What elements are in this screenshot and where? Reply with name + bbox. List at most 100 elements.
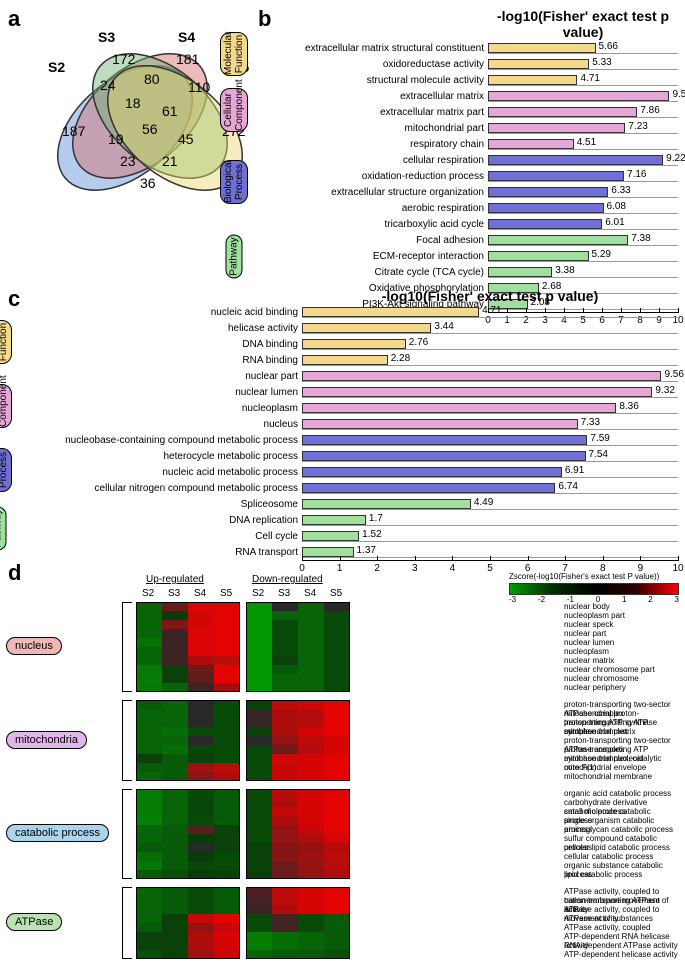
hm-cell	[214, 709, 240, 718]
chart-c: -log10(Fisher' exact test p value)nuclei…	[22, 288, 678, 578]
hm-cell	[246, 709, 272, 718]
hm-cell	[246, 905, 272, 914]
hm-term: nuclear periphery	[564, 683, 626, 692]
hm-cell	[188, 629, 214, 638]
bar-term: nucleobase-containing compound metabolic…	[22, 435, 302, 446]
hm-cell	[246, 816, 272, 825]
bar	[488, 123, 625, 133]
hm-term: cellular lipid catabolic process	[564, 843, 670, 852]
bar-term: cellular nitrogen compound metabolic pro…	[22, 483, 302, 494]
hm-term: RNA-dependent ATPase activity	[564, 941, 678, 950]
hm-cell	[162, 745, 188, 754]
hm-cell	[136, 638, 162, 647]
hm-cell	[272, 674, 298, 683]
hm-cell	[272, 611, 298, 620]
hm-term: nuclear chromosome	[564, 674, 639, 683]
hm-cell	[188, 905, 214, 914]
hm-cell	[324, 754, 350, 763]
hm-cell	[298, 674, 324, 683]
bar-term: extracellular structure organization	[258, 187, 488, 198]
hm-cell	[214, 763, 240, 772]
hm-cell	[136, 656, 162, 665]
hm-cell	[162, 896, 188, 905]
hm-cell	[324, 950, 350, 959]
hm-cell	[188, 674, 214, 683]
hm-cell	[246, 683, 272, 692]
hm-cell	[246, 950, 272, 959]
hm-cell	[298, 665, 324, 674]
hm-cell	[214, 656, 240, 665]
hm-cell	[188, 700, 214, 709]
bar-term: DNA replication	[22, 515, 302, 526]
group-pill: catabolic process	[6, 824, 109, 842]
bar-term: DNA binding	[22, 339, 302, 350]
hm-cell	[324, 763, 350, 772]
hm-cell	[272, 941, 298, 950]
hm-cell	[214, 914, 240, 923]
hm-cell	[188, 656, 214, 665]
hm-cell	[298, 905, 324, 914]
svg-text:19: 19	[108, 131, 124, 147]
hm-cell	[214, 683, 240, 692]
hm-cell	[188, 950, 214, 959]
hm-cell	[162, 789, 188, 798]
hm-cell	[324, 816, 350, 825]
hm-cell	[324, 647, 350, 656]
hm-cell	[298, 861, 324, 870]
hm-cell	[246, 656, 272, 665]
hm-cell	[324, 825, 350, 834]
hm-term: nucleoplasm part	[564, 611, 625, 620]
bar	[302, 467, 562, 477]
hm-cell	[324, 638, 350, 647]
hm-cell	[214, 861, 240, 870]
hm-cell	[298, 932, 324, 941]
hm-cell	[246, 896, 272, 905]
hm-cell	[298, 727, 324, 736]
hm-cell	[272, 825, 298, 834]
hm-cell	[246, 870, 272, 879]
hm-cell	[188, 727, 214, 736]
hm-cell	[324, 718, 350, 727]
hm-cell	[298, 896, 324, 905]
hm-cell	[272, 914, 298, 923]
hm-term: nuclear chromosome part	[564, 665, 655, 674]
hm-cell	[298, 816, 324, 825]
hm-cell	[324, 700, 350, 709]
hm-cell	[246, 674, 272, 683]
hm-cell	[136, 870, 162, 879]
bar-term: structural molecule activity	[258, 75, 488, 86]
hm-cell	[162, 807, 188, 816]
hm-cell	[214, 932, 240, 941]
cat-pill: CellularComponent	[220, 88, 248, 132]
hm-cell	[324, 620, 350, 629]
hm-cell	[298, 763, 324, 772]
hm-cell	[272, 852, 298, 861]
hm-cell	[324, 861, 350, 870]
hm-cell	[136, 629, 162, 638]
bar-term: nuclear lumen	[22, 387, 302, 398]
hm-cell	[298, 789, 324, 798]
hm-cell	[272, 807, 298, 816]
bar	[488, 139, 574, 149]
hm-cell	[214, 834, 240, 843]
hm-term: aminoglycan catabolic process	[564, 825, 673, 834]
hm-cell	[214, 896, 240, 905]
cat-pill: Pathway	[0, 507, 7, 551]
hm-cell	[136, 843, 162, 852]
hm-cell	[214, 887, 240, 896]
hm-cell	[272, 870, 298, 879]
hm-cell	[136, 861, 162, 870]
svg-text:36: 36	[140, 175, 156, 191]
hm-cell	[298, 709, 324, 718]
svg-text:S2: S2	[48, 59, 65, 75]
hm-cell	[214, 736, 240, 745]
hm-cell	[272, 700, 298, 709]
hm-cell	[246, 629, 272, 638]
hm-cell	[246, 825, 272, 834]
hm-cell	[324, 772, 350, 781]
hm-cell	[272, 620, 298, 629]
hm-cell	[324, 887, 350, 896]
hm-cell	[136, 923, 162, 932]
bar	[302, 515, 366, 525]
hm-cell	[136, 736, 162, 745]
